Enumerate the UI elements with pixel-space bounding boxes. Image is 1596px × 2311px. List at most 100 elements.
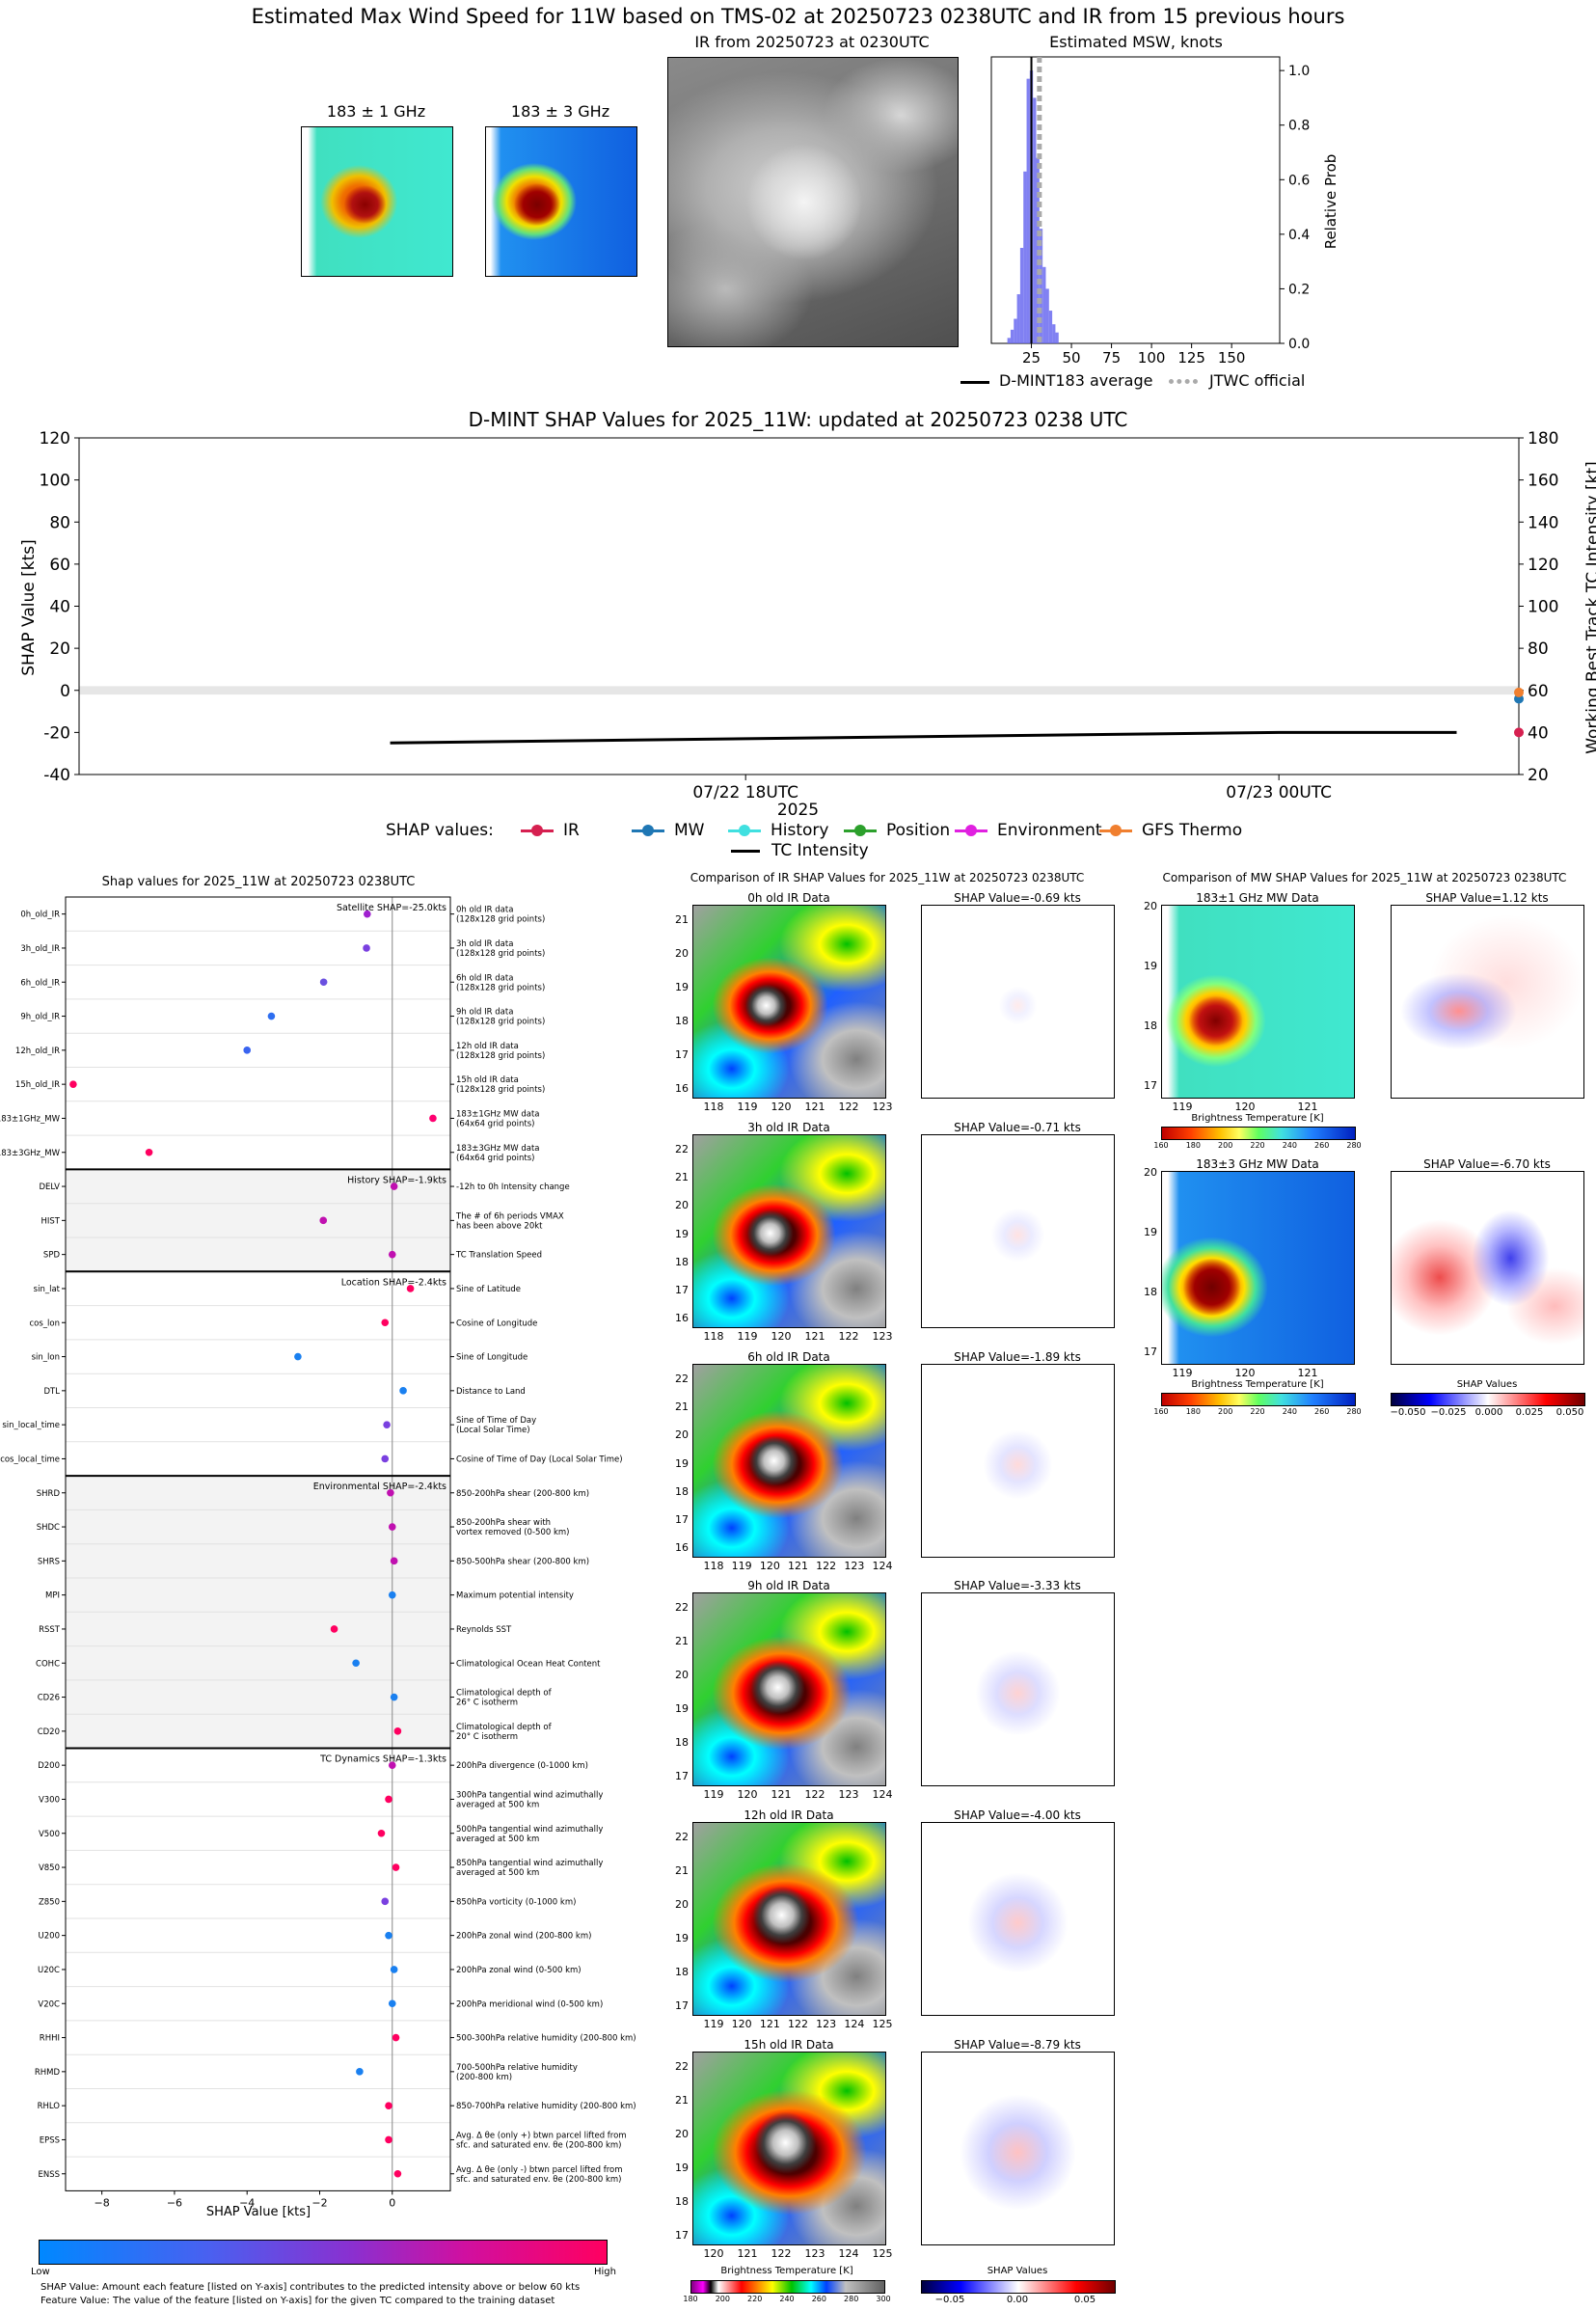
ir-ytick-label: 16 — [675, 1312, 689, 1324]
shap-xtick-label: −8 — [95, 2196, 110, 2209]
ir-ytick-label: 21 — [675, 1635, 689, 1647]
ts-shap-point — [1514, 687, 1524, 697]
ir-shap-title: SHAP Value=-3.33 kts — [954, 1579, 1081, 1592]
shap-feature-dot — [356, 2068, 364, 2076]
ir-ytick-label: 20 — [675, 1898, 689, 1911]
mw-cbar-label: Brightness Temperature [K] — [1191, 1113, 1324, 1124]
legend-jtwc-label: JTWC official — [1209, 371, 1306, 390]
shap-feature-dot — [388, 1250, 396, 1259]
hist-xtick-label: 150 — [1218, 349, 1246, 367]
mw-cbar-tick: 220 — [1250, 1407, 1265, 1416]
mw-cbar-tick: 220 — [1250, 1141, 1265, 1150]
ir-xtick-label: 124 — [872, 1560, 893, 1572]
ir-ytick-label: 19 — [675, 1702, 689, 1715]
shap-group-label: Location SHAP=-2.4kts — [341, 1277, 446, 1288]
shap-colorbar-high: High — [594, 2267, 616, 2277]
ir-shap-title: SHAP Value=-8.79 kts — [954, 2038, 1081, 2052]
ir-xtick-label: 122 — [838, 1330, 859, 1343]
ts-ytick-right-label: 20 — [1528, 766, 1549, 785]
mw-shap-tick: −0.050 — [1390, 1407, 1426, 1418]
shap-xtick-label: −4 — [239, 2196, 255, 2209]
ir-xtick-label: 125 — [872, 2247, 893, 2260]
ir-xtick-label: 121 — [804, 1330, 825, 1343]
ir-shap-image — [921, 1364, 1115, 1558]
ir-ytick-label: 21 — [675, 1171, 689, 1184]
ts-ytick-right-label: 60 — [1528, 682, 1549, 701]
ir-xtick-label: 120 — [771, 1330, 792, 1343]
timeseries-title: D-MINT SHAP Values for 2025_11W: updated… — [468, 408, 1128, 431]
ir-ytick-label: 20 — [675, 2128, 689, 2140]
ts-ytick-right-label: 100 — [1528, 598, 1558, 617]
shap-feature-desc: 850-700hPa relative humidity (200-800 km… — [456, 2102, 636, 2111]
shap-group-label: History SHAP=-1.9kts — [347, 1175, 446, 1185]
ir-shap-cbar-label: SHAP Values — [987, 2266, 1048, 2276]
mw1-title: 183 ± 1 GHz — [326, 102, 426, 121]
hist-ytick-label: 0.2 — [1288, 282, 1310, 297]
hist-ylabel: Relative Prob — [1322, 153, 1339, 250]
ir-xtick-label: 121 — [804, 1101, 825, 1113]
hist-legend: D-MINT183 average JTWC official — [955, 370, 1321, 395]
ir-colorbar — [690, 2280, 885, 2294]
ir-xtick-label: 122 — [816, 1560, 837, 1572]
mw-ytick-label: 17 — [1144, 1079, 1157, 1092]
ir-xtick-label: 122 — [838, 1101, 859, 1113]
ts-legend-marker — [965, 825, 977, 836]
shap-frame — [65, 896, 451, 2191]
ir-xtick-label: 123 — [872, 1101, 893, 1113]
ir-panel-image — [692, 905, 886, 1099]
shap-xtick-label: −6 — [167, 2196, 182, 2209]
shap-feature-desc: 300hPa tangential wind azimuthally — [456, 1790, 603, 1800]
ts-xlabel: 2025 — [776, 801, 820, 820]
shap-feature-dot — [319, 1216, 328, 1225]
shap-feature-desc: 26° C isotherm — [456, 1699, 518, 1708]
shap-feature-desc: 700-500hPa relative humidity — [456, 2063, 578, 2073]
shap-group-label: Environmental SHAP=-2.4kts — [313, 1482, 446, 1492]
ts-legend-label: History — [771, 821, 829, 840]
shap-feature-dot — [381, 1455, 390, 1463]
shap-feature-name: ENSS — [38, 2170, 60, 2180]
ir-cbar-label: Brightness Temperature [K] — [720, 2266, 853, 2276]
timeseries-chart: 120 100 80 60 40 20 0 -20 -40 180 160 140 120 100 80 60… — [40, 429, 1559, 802]
ts-legend-marker — [642, 825, 654, 836]
ts-legend-marker — [1110, 825, 1122, 836]
ts-ytick-right-label: 40 — [1528, 723, 1549, 743]
mw-shap-title: SHAP Value=-6.70 kts — [1423, 1157, 1551, 1171]
hist-bar — [1042, 266, 1046, 343]
ts-ylabel-right: Working Best Track TC Intensity [kt] — [1583, 461, 1596, 754]
shap-feature-desc: TC Translation Speed — [455, 1251, 542, 1261]
ir-ytick-label: 17 — [675, 1048, 689, 1061]
ir-xtick-label: 120 — [759, 1560, 780, 1572]
shap-feature-name: 12h_old_IR — [15, 1047, 60, 1056]
shap-feature-name: DELV — [39, 1183, 60, 1192]
hist-bar — [1023, 171, 1027, 343]
shap-feature-desc: 200hPa meridional wind (0-500 km) — [456, 1999, 603, 2009]
ir-ytick-label: 20 — [675, 947, 689, 960]
shap-feature-name: CD20 — [38, 1727, 60, 1737]
shap-feature-desc: 6h old IR data — [456, 973, 513, 983]
shap-feature-dot — [388, 1523, 396, 1531]
ts-legend-tc-label: TC Intensity — [771, 841, 869, 860]
shap-feature-name: 6h_old_IR — [20, 978, 60, 988]
mw-ytick-label: 18 — [1144, 1286, 1157, 1298]
ir-panel-image — [692, 1592, 886, 1786]
ir-shap-tick: 0.05 — [1073, 2295, 1096, 2305]
shap-feature-desc: (128x128 grid points) — [456, 983, 545, 992]
shap-feature-desc: 850-500hPa shear (200-800 km) — [456, 1557, 589, 1566]
ir-ytick-label: 20 — [675, 1669, 689, 1681]
shap-feature-desc: sfc. and saturated env. θe (200-800 km) — [456, 2140, 622, 2150]
shap-feature-desc: 3h old IR data — [456, 939, 513, 949]
hist-ytick-label: 0.4 — [1288, 228, 1310, 243]
shap-feature-desc: 20° C isotherm — [456, 1732, 518, 1742]
shap-feature-dot — [385, 1795, 392, 1804]
shap-footnote-1: SHAP Value: Amount each feature [listed … — [41, 2282, 581, 2293]
shap-feature-name: SHRD — [37, 1489, 61, 1499]
mw-shap-image — [1391, 905, 1584, 1099]
ir-cbar-tick: 200 — [715, 2295, 730, 2303]
shap-feature-dot — [294, 1352, 302, 1361]
ir-ytick-label: 21 — [675, 913, 689, 926]
mw-shap-tick: 0.050 — [1555, 1407, 1584, 1418]
shap-feature-dot — [385, 1931, 392, 1940]
ir-ytick-label: 22 — [675, 1373, 689, 1385]
shap-feature-desc: 15h old IR data — [456, 1075, 519, 1085]
hist-xtick-label: 75 — [1102, 349, 1121, 367]
